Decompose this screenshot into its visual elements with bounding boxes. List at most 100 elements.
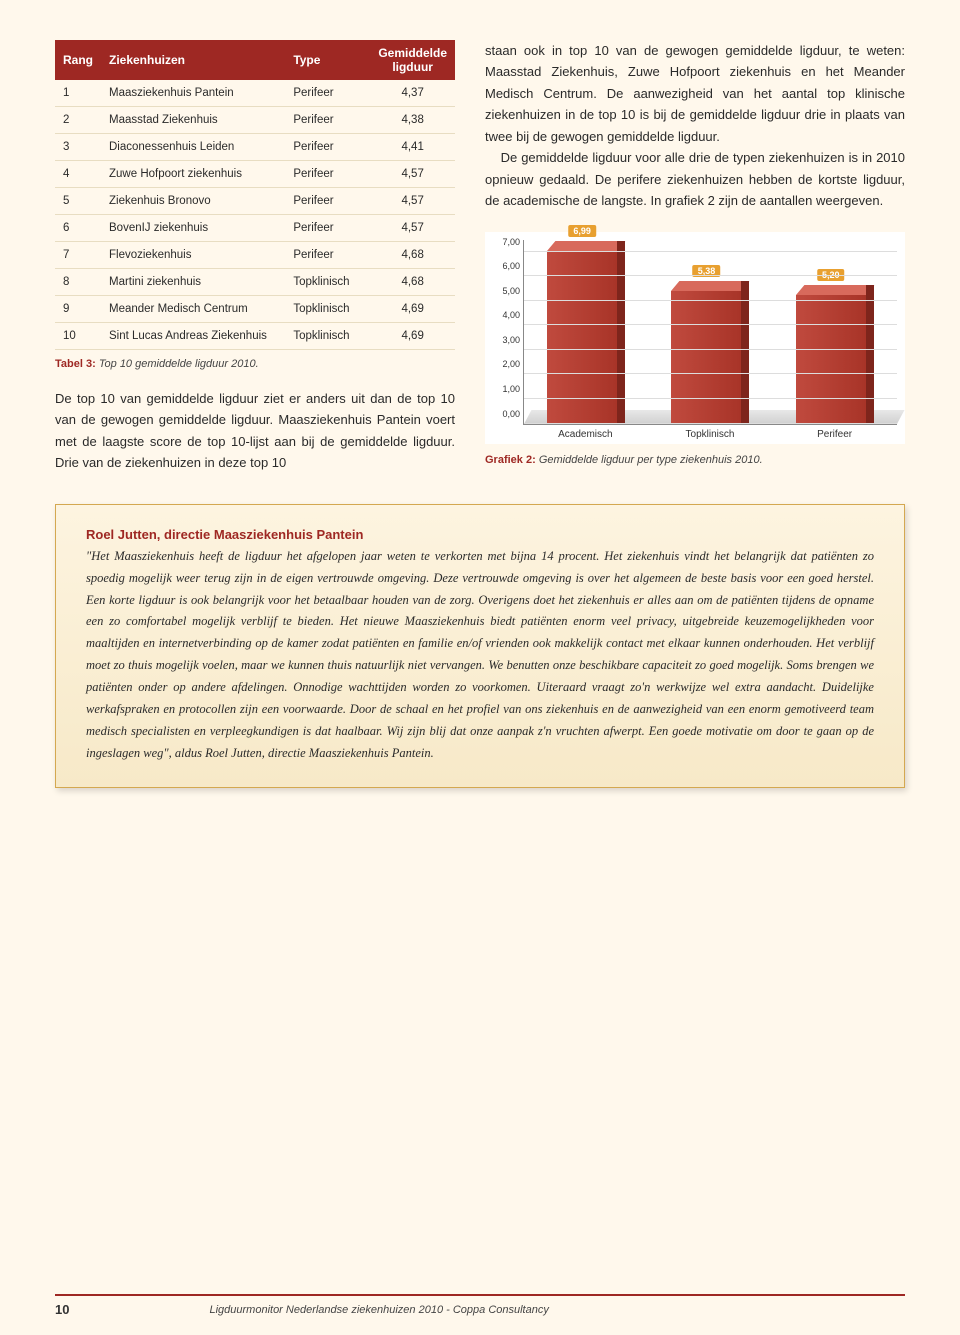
table-cell: 4,38 <box>370 107 455 134</box>
th-rang: Rang <box>55 40 101 80</box>
table-cell: 4,69 <box>370 323 455 350</box>
ligduur-table: Rang Ziekenhuizen Type Gemiddelde ligduu… <box>55 40 455 350</box>
table-cell: Topklinisch <box>285 269 370 296</box>
right-paragraph-1: staan ook in top 10 van de gewogen gemid… <box>485 40 905 147</box>
chart-caption-text: Gemiddelde ligduur per type ziekenhuis 2… <box>539 454 763 466</box>
chart-ylabel: 2,00 <box>494 359 520 369</box>
table-cell: Perifeer <box>285 188 370 215</box>
table-cell: 4,41 <box>370 134 455 161</box>
table-cell: 3 <box>55 134 101 161</box>
chart-gridline <box>524 349 897 350</box>
table-cell: Maasstad Ziekenhuis <box>101 107 285 134</box>
table-cell: Perifeer <box>285 107 370 134</box>
table-cell: 4 <box>55 161 101 188</box>
right-paragraph-2: De gemiddelde ligduur voor alle drie de … <box>485 147 905 211</box>
chart-ylabel: 3,00 <box>494 335 520 345</box>
chart-gridline <box>524 275 897 276</box>
table-cell: 1 <box>55 80 101 107</box>
right-column: staan ook in top 10 van de gewogen gemid… <box>485 40 905 474</box>
chart-ylabel: 5,00 <box>494 286 520 296</box>
page-number: 10 <box>55 1302 69 1317</box>
chart-ylabel: 4,00 <box>494 310 520 320</box>
table-row: 6BovenIJ ziekenhuisPerifeer4,57 <box>55 215 455 242</box>
chart-ylabel: 0,00 <box>494 409 520 419</box>
chart-caption: Grafiek 2: Gemiddelde ligduur per type z… <box>485 454 905 466</box>
table-cell: Perifeer <box>285 80 370 107</box>
chart-gridline <box>524 300 897 301</box>
table-row: 1Maasziekenhuis PanteinPerifeer4,37 <box>55 80 455 107</box>
chart-xlabel: Academisch <box>546 429 624 440</box>
table-cell: 4,57 <box>370 161 455 188</box>
chart-xlabels: Academisch Topklinisch Perifeer <box>523 429 897 440</box>
table-cell: Perifeer <box>285 161 370 188</box>
chart-ylabel: 6,00 <box>494 261 520 271</box>
table-cell: 7 <box>55 242 101 269</box>
table-cell: 10 <box>55 323 101 350</box>
chart-bar: 5,38 <box>671 291 749 424</box>
quote-box: Roel Jutten, directie Maasziekenhuis Pan… <box>55 504 905 788</box>
th-ziekenhuizen: Ziekenhuizen <box>101 40 285 80</box>
chart-gridline <box>524 324 897 325</box>
table-cell: Topklinisch <box>285 296 370 323</box>
bar-value-label: 6,99 <box>568 225 596 237</box>
table-row: 3Diaconessenhuis LeidenPerifeer4,41 <box>55 134 455 161</box>
chart-bar: 5,20 <box>796 295 874 423</box>
table-cell: Ziekenhuis Bronovo <box>101 188 285 215</box>
page: Rang Ziekenhuizen Type Gemiddelde ligduu… <box>0 0 960 1335</box>
chart-container: 6,995,385,20 0,001,002,003,004,005,006,0… <box>485 232 905 444</box>
quote-body: "Het Maasziekenhuis heeft de ligduur het… <box>86 546 874 765</box>
chart-area: 6,995,385,20 0,001,002,003,004,005,006,0… <box>523 240 897 425</box>
table-row: 8Martini ziekenhuisTopklinisch4,68 <box>55 269 455 296</box>
table-cell: 4,57 <box>370 215 455 242</box>
th-type: Type <box>285 40 370 80</box>
table-header-row: Rang Ziekenhuizen Type Gemiddelde ligduu… <box>55 40 455 80</box>
chart-gridline <box>524 373 897 374</box>
footer: 10 Ligduurmonitor Nederlandse ziekenhuiz… <box>55 1294 905 1317</box>
table-row: 7FlevoziekenhuisPerifeer4,68 <box>55 242 455 269</box>
table-cell: 4,69 <box>370 296 455 323</box>
table-cell: 4,68 <box>370 269 455 296</box>
chart-ylabel: 1,00 <box>494 384 520 394</box>
table-cell: 5 <box>55 188 101 215</box>
table-cell: Maasziekenhuis Pantein <box>101 80 285 107</box>
table-row: 9Meander Medisch CentrumTopklinisch4,69 <box>55 296 455 323</box>
table-cell: 4,68 <box>370 242 455 269</box>
top-section: Rang Ziekenhuizen Type Gemiddelde ligduu… <box>55 40 905 474</box>
th-gemiddelde: Gemiddelde ligduur <box>370 40 455 80</box>
table-caption-label: Tabel 3: <box>55 358 99 370</box>
table-cell: Diaconessenhuis Leiden <box>101 134 285 161</box>
table-cell: Perifeer <box>285 134 370 161</box>
table-cell: Perifeer <box>285 215 370 242</box>
table-row: 10Sint Lucas Andreas ZiekenhuisTopklinis… <box>55 323 455 350</box>
table-row: 5Ziekenhuis BronovoPerifeer4,57 <box>55 188 455 215</box>
table-cell: 4,57 <box>370 188 455 215</box>
table-cell: 6 <box>55 215 101 242</box>
table-cell: Zuwe Hofpoort ziekenhuis <box>101 161 285 188</box>
chart-gridline <box>524 251 897 252</box>
table-cell: Meander Medisch Centrum <box>101 296 285 323</box>
chart-xlabel: Perifeer <box>796 429 874 440</box>
chart-caption-label: Grafiek 2: <box>485 454 539 466</box>
table-cell: Flevoziekenhuis <box>101 242 285 269</box>
table-cell: Sint Lucas Andreas Ziekenhuis <box>101 323 285 350</box>
table-cell: BovenIJ ziekenhuis <box>101 215 285 242</box>
table-cell: 9 <box>55 296 101 323</box>
table-cell: 8 <box>55 269 101 296</box>
chart-gridline <box>524 398 897 399</box>
table-cell: Perifeer <box>285 242 370 269</box>
quote-title: Roel Jutten, directie Maasziekenhuis Pan… <box>86 527 874 542</box>
table-row: 4Zuwe Hofpoort ziekenhuisPerifeer4,57 <box>55 161 455 188</box>
table-row: 2Maasstad ZiekenhuisPerifeer4,38 <box>55 107 455 134</box>
left-paragraph: De top 10 van gemiddelde ligduur ziet er… <box>55 388 455 474</box>
left-column: Rang Ziekenhuizen Type Gemiddelde ligduu… <box>55 40 455 474</box>
chart-ylabel: 7,00 <box>494 237 520 247</box>
table-cell: Topklinisch <box>285 323 370 350</box>
chart-gridline <box>524 423 897 424</box>
table-caption: Tabel 3: Top 10 gemiddelde ligduur 2010. <box>55 358 455 370</box>
footer-text: Ligduurmonitor Nederlandse ziekenhuizen … <box>209 1304 548 1316</box>
bars-row: 6,995,385,20 <box>524 240 897 424</box>
table-cell: 4,37 <box>370 80 455 107</box>
table-cell: 2 <box>55 107 101 134</box>
table-caption-text: Top 10 gemiddelde ligduur 2010. <box>99 358 259 370</box>
chart-xlabel: Topklinisch <box>671 429 749 440</box>
